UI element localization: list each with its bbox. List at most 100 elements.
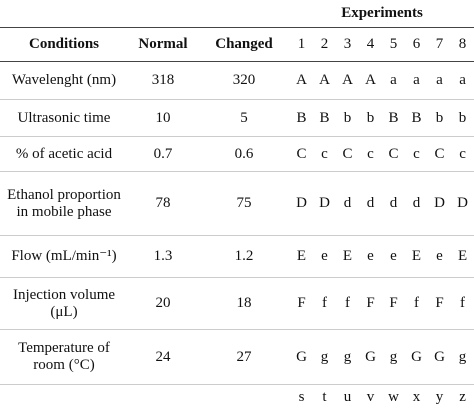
normal-value: 318: [128, 61, 198, 100]
experiment-level: c: [451, 136, 474, 172]
table-row: Experiments: [0, 0, 474, 28]
condition-label: Ultrasonic time: [0, 99, 128, 137]
experiment-level: b: [359, 99, 383, 137]
experiment-level: g: [313, 329, 337, 385]
experiment-level: c: [359, 136, 383, 172]
condition-label: Flow (mL/min⁻¹): [0, 235, 128, 278]
condition-label: % of acetic acid: [0, 136, 128, 172]
experiment-id: u: [343, 389, 352, 406]
experiment-level: e: [428, 235, 452, 278]
experiment-level: E: [405, 235, 429, 278]
column-header: 5: [382, 27, 406, 62]
normal-value: 0.7: [128, 136, 198, 172]
column-header: 7: [428, 27, 452, 62]
column-header: 1: [290, 27, 314, 62]
experiment-level: f: [405, 277, 429, 330]
condition-label: Injection volume (μL): [0, 277, 128, 330]
experiment-level: g: [382, 329, 406, 385]
condition-label: Wavelenght (nm): [0, 61, 128, 100]
experiment-id: y: [435, 389, 444, 406]
changed-value: 5: [198, 99, 291, 137]
experiment-level: A: [290, 61, 314, 100]
column-header: Normal: [128, 27, 198, 62]
experiment-level: A: [313, 61, 337, 100]
changed-value: 18: [198, 277, 291, 330]
experiment-level: E: [451, 235, 474, 278]
experiment-level: a: [382, 61, 406, 100]
experiment-level: e: [359, 235, 383, 278]
changed-value: 1.2: [198, 235, 291, 278]
experiment-level: d: [359, 171, 383, 236]
experiment-level: E: [336, 235, 360, 278]
experiment-level: G: [359, 329, 383, 385]
experiment-level: D: [428, 171, 452, 236]
experiment-level: d: [405, 171, 429, 236]
group-header: Experiments: [290, 0, 474, 28]
experiment-level: g: [336, 329, 360, 385]
experiment-level: A: [336, 61, 360, 100]
changed-value: 75: [198, 171, 291, 236]
experiment-id: x: [412, 389, 421, 406]
experiment-level: F: [290, 277, 314, 330]
experiment-level: D: [451, 171, 474, 236]
experiment-level: a: [405, 61, 429, 100]
experiment-level: e: [382, 235, 406, 278]
experiment-level: A: [359, 61, 383, 100]
table-row: Conditions Normal Changed 1 2 3 4 5 6 7 8: [0, 27, 474, 62]
experiment-level: C: [290, 136, 314, 172]
experiment-level: G: [405, 329, 429, 385]
experiment-level: B: [290, 99, 314, 137]
experiment-level: F: [382, 277, 406, 330]
experiment-level: a: [451, 61, 474, 100]
experiment-level: c: [313, 136, 337, 172]
experiment-level: f: [336, 277, 360, 330]
normal-value: 1.3: [128, 235, 198, 278]
column-header: Changed: [198, 27, 291, 62]
experiment-level: B: [313, 99, 337, 137]
experiment-level: D: [313, 171, 337, 236]
experiment-level: c: [405, 136, 429, 172]
experiment-id: w: [388, 389, 399, 406]
experiment-level: f: [451, 277, 474, 330]
experiment-level: b: [336, 99, 360, 137]
experiment-level: G: [428, 329, 452, 385]
normal-value: 20: [128, 277, 198, 330]
experiment-level: C: [382, 136, 406, 172]
experiment-level: F: [428, 277, 452, 330]
empty-cell: [0, 0, 291, 28]
column-header: 2: [313, 27, 337, 62]
column-header: Conditions: [0, 27, 128, 62]
experiment-level: E: [290, 235, 314, 278]
column-header: 3: [336, 27, 360, 62]
normal-value: 10: [128, 99, 198, 137]
experiment-level: F: [359, 277, 383, 330]
column-header: 8: [451, 27, 474, 62]
experiment-level: g: [451, 329, 474, 385]
experiment-level: d: [382, 171, 406, 236]
experiment-id: s: [298, 389, 305, 406]
condition-label: Temperature of room (°C): [0, 329, 128, 385]
experiment-level: G: [290, 329, 314, 385]
experiment-level: e: [313, 235, 337, 278]
experiment-level: f: [313, 277, 337, 330]
experiment-level: B: [382, 99, 406, 137]
experiment-level: b: [451, 99, 474, 137]
experiment-id: v: [366, 389, 375, 406]
table-row: Ethanol proportion in mobile phase 78 75 D D…: [0, 171, 474, 236]
condition-label: Ethanol proportion in mobile phase: [0, 171, 128, 236]
changed-value: 0.6: [198, 136, 291, 172]
column-header: 4: [359, 27, 383, 62]
experiment-level: d: [336, 171, 360, 236]
experiment-level: b: [428, 99, 452, 137]
column-header: 6: [405, 27, 429, 62]
changed-value: 320: [198, 61, 291, 100]
